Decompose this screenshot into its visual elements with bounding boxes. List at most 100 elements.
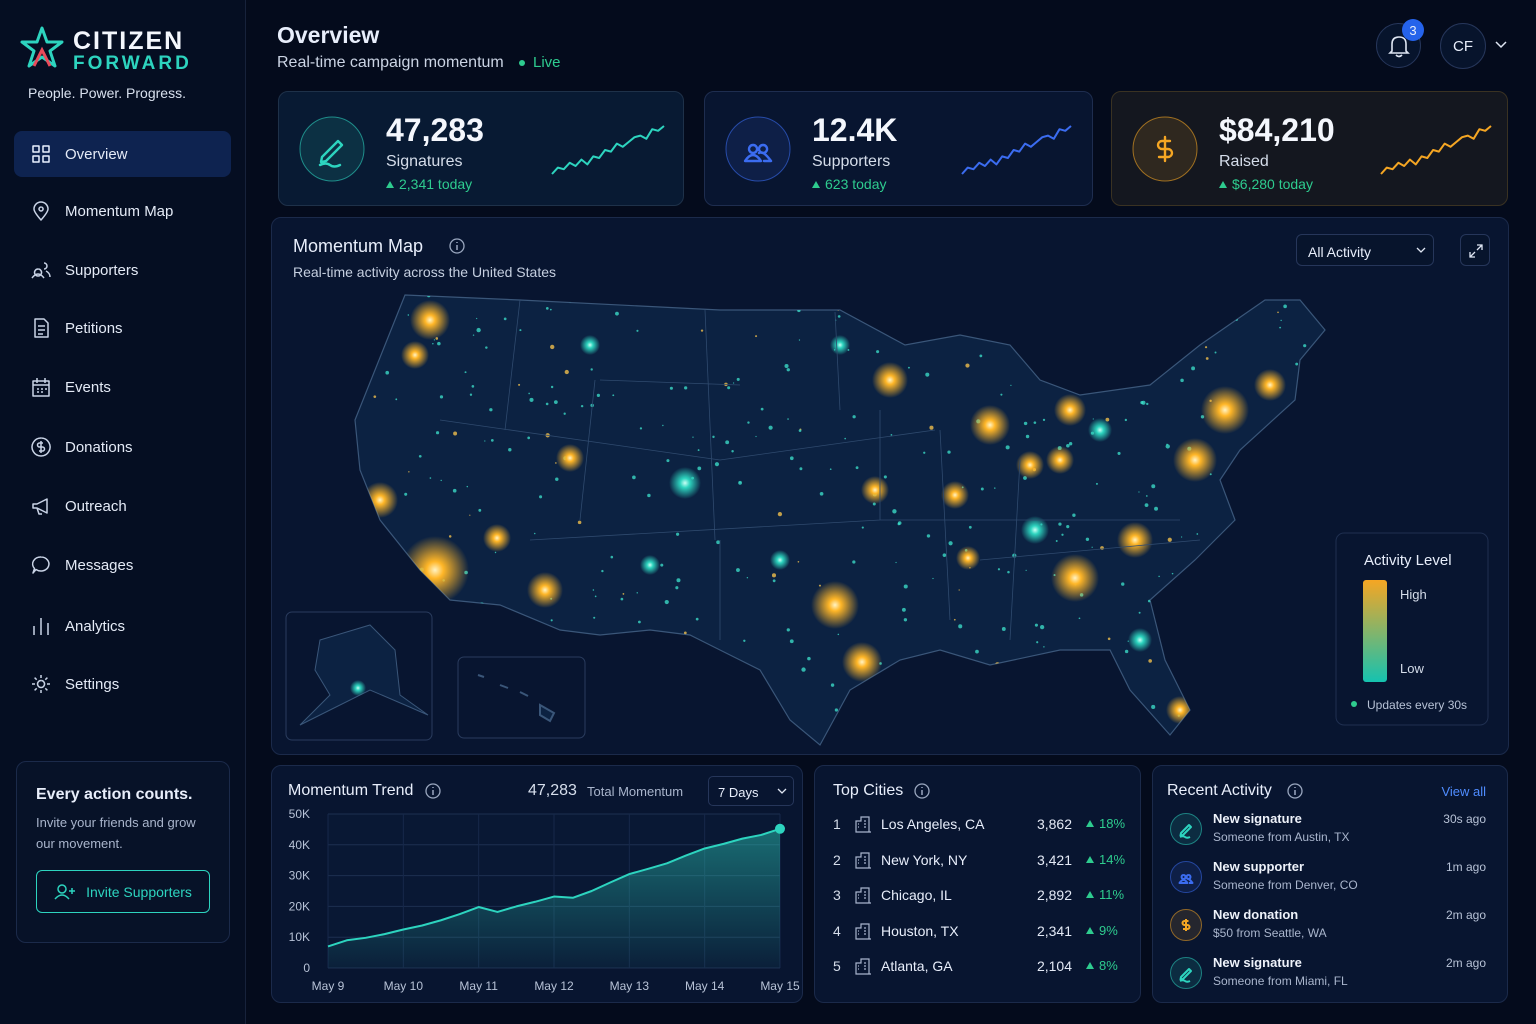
activity-glow [401, 341, 429, 369]
activity-dot [997, 568, 1001, 571]
nav-label[interactable]: Donations [65, 438, 133, 456]
avatar[interactable]: CF [1440, 23, 1486, 69]
map-subtitle: Real-time activity across the United Sta… [293, 264, 556, 280]
activity-dot [1214, 351, 1217, 354]
nav-item[interactable]: Petitions [14, 305, 231, 351]
nav-item[interactable]: Overview [14, 131, 231, 177]
activity-dot [1056, 698, 1058, 700]
activity-dot [1316, 385, 1321, 390]
nav-label[interactable]: Supporters [65, 261, 139, 279]
activity-glow [1046, 446, 1074, 474]
activity-title: New donation [1213, 907, 1299, 922]
invite-label[interactable]: Invite Supporters [86, 883, 192, 900]
nav-label[interactable]: Settings [65, 675, 120, 693]
stat-label: Supporters [812, 153, 891, 170]
nav-icon-shape [32, 145, 50, 163]
activity-dot [913, 658, 917, 662]
activity-dot [1107, 637, 1111, 641]
activity-dot [1273, 609, 1275, 611]
nav-label[interactable]: Momentum Map [65, 202, 174, 220]
activity-dot [1100, 726, 1105, 730]
activity-dot [1066, 443, 1070, 448]
activity-dot [1225, 663, 1229, 667]
activity-dot [960, 300, 965, 305]
activity-dot [363, 391, 365, 393]
activity-dot [1248, 657, 1251, 660]
nav-item[interactable]: Messages [14, 542, 231, 588]
city-change-text: 14% [1099, 851, 1126, 867]
activity-dot [368, 546, 370, 548]
activity-dot [594, 595, 597, 598]
activity-glow [956, 546, 980, 570]
nav-item[interactable]: Supporters [14, 247, 231, 293]
avatar-caret[interactable] [1495, 40, 1507, 50]
nav-item[interactable]: Outreach [14, 483, 231, 529]
activity-dot [636, 592, 638, 594]
activity-dot [1151, 704, 1156, 710]
stat-icon [299, 116, 365, 182]
activity-dot [636, 329, 639, 332]
nav-item[interactable]: Donations [14, 424, 231, 470]
page-title: Overview [277, 22, 380, 48]
activity-dot [787, 418, 789, 420]
activity-glow [556, 444, 584, 472]
city-change: 18% [1086, 816, 1125, 831]
stat-icon-glyph [1156, 135, 1174, 163]
activity-dot [452, 488, 457, 493]
activity-dot [453, 431, 458, 436]
range-select[interactable]: 7 Days [708, 776, 794, 806]
range-label[interactable]: 7 Days [718, 785, 759, 800]
expand-button[interactable] [1460, 234, 1490, 266]
activity-dot [797, 308, 801, 313]
activity-title: New supporter [1213, 859, 1305, 874]
activity-dot [1147, 599, 1151, 603]
activity-dot [1061, 533, 1064, 536]
activity-dot [1124, 649, 1129, 654]
y-tick-label: 0 [303, 961, 310, 975]
invite-button[interactable]: Invite Supporters [36, 870, 210, 913]
activity-dot [1264, 605, 1266, 607]
activity-dot [942, 553, 947, 557]
notification-badge: 3 [1402, 19, 1424, 41]
activity-glow [970, 405, 1010, 445]
range-caret[interactable] [777, 788, 787, 796]
activity-dot [1180, 378, 1184, 383]
activity-dot [725, 440, 730, 445]
nav-item[interactable]: Momentum Map [14, 188, 231, 234]
nav-label[interactable]: Petitions [65, 319, 123, 337]
activity-dot [437, 341, 441, 346]
filter-label[interactable]: All Activity [1308, 244, 1372, 260]
nav-label[interactable]: Events [65, 378, 111, 396]
activity-glow [1021, 516, 1049, 544]
activity-dot [566, 724, 571, 729]
nav-label[interactable]: Messages [65, 556, 134, 574]
city-change-text: 11% [1099, 887, 1125, 902]
activity-dot [1307, 508, 1310, 511]
activity-dot [555, 477, 559, 481]
filter-caret[interactable] [1416, 247, 1426, 255]
nav-icon [32, 498, 48, 515]
activity-dot [1264, 471, 1269, 476]
activity-dot [1151, 484, 1156, 489]
stat-icon-glyph [743, 143, 773, 163]
nav-label[interactable]: Outreach [65, 497, 127, 515]
info-icon[interactable] [913, 782, 931, 800]
view-all-link[interactable]: View all [1441, 784, 1486, 799]
info-icon[interactable] [448, 237, 466, 255]
nav-item[interactable]: Analytics [14, 603, 231, 649]
info-icon[interactable] [424, 782, 442, 800]
nav-label[interactable]: Analytics [65, 617, 126, 635]
activity-dot [382, 562, 385, 565]
info-icon[interactable] [1286, 782, 1304, 800]
nav-label[interactable]: Overview [65, 145, 128, 163]
activity-dot [545, 402, 549, 406]
nav-item[interactable]: Settings [14, 661, 231, 707]
activity-filter[interactable]: All Activity [1296, 234, 1434, 266]
nav-item[interactable]: Events [14, 364, 231, 410]
stat-label: Raised [1219, 153, 1269, 170]
city-icon [855, 851, 871, 869]
activity-dot [355, 353, 358, 356]
activity-dot [733, 382, 735, 384]
activity-glow [580, 335, 600, 355]
